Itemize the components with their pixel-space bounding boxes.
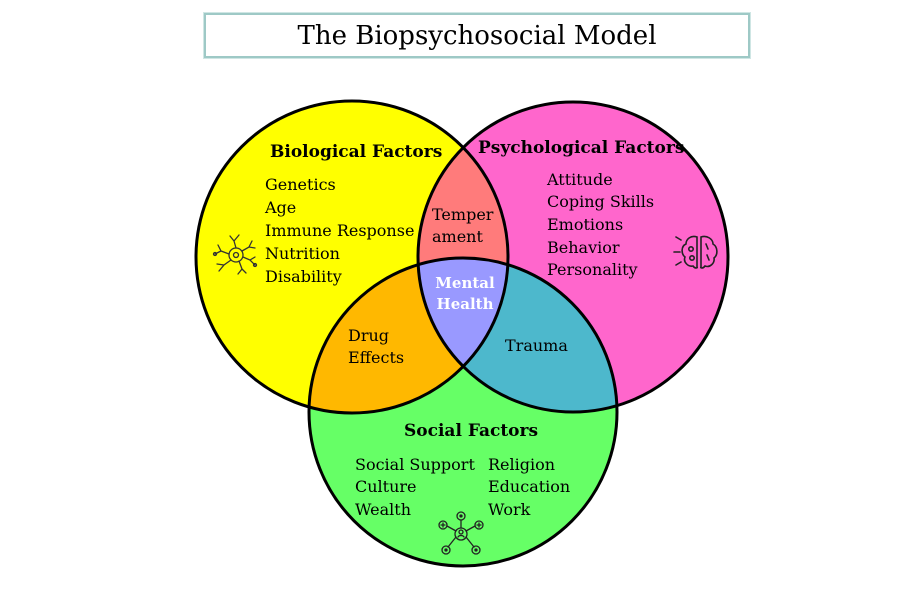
psychological-heading: Psychological Factors [478, 138, 684, 158]
social-item: Culture [355, 477, 417, 496]
social-item: Religion [488, 455, 555, 474]
biological-item: Nutrition [265, 244, 340, 263]
psychological-item: Coping Skills [547, 192, 654, 211]
social-outline [307, 256, 619, 568]
biological-item: Age [264, 198, 296, 217]
center-label: Health [437, 295, 494, 313]
biological-heading: Biological Factors [270, 142, 442, 162]
psychological-item: Personality [547, 260, 638, 279]
psych-social-label: Trauma [505, 336, 568, 355]
center-label: Mental [435, 274, 495, 292]
psych-social-overlap [418, 258, 617, 412]
social-item: Wealth [355, 500, 411, 519]
bio-social-label: Effects [348, 348, 404, 367]
biological-item: Genetics [265, 175, 336, 194]
bio-psych-label: Temper [432, 205, 494, 224]
social-heading: Social Factors [404, 421, 538, 441]
psychological-item: Attitude [546, 170, 613, 189]
diagram-title: The Biopsychosocial Model [204, 13, 750, 58]
brain-icon [673, 235, 718, 269]
psychological-outline [416, 100, 730, 414]
social-item: Work [488, 500, 531, 519]
bio-psych-label: ament [432, 227, 483, 246]
social-item: Education [488, 477, 570, 496]
biological-item: Disability [265, 267, 342, 286]
social-network-icon [438, 511, 484, 555]
psychological-item: Emotions [547, 215, 623, 234]
bio-social-label: Drug [348, 326, 389, 345]
biological-item: Immune Response [265, 221, 414, 240]
social-item: Social Support [355, 455, 475, 474]
neuron-icon [212, 234, 258, 275]
psychological-item: Behavior [547, 238, 620, 257]
biological-outline [194, 99, 510, 415]
